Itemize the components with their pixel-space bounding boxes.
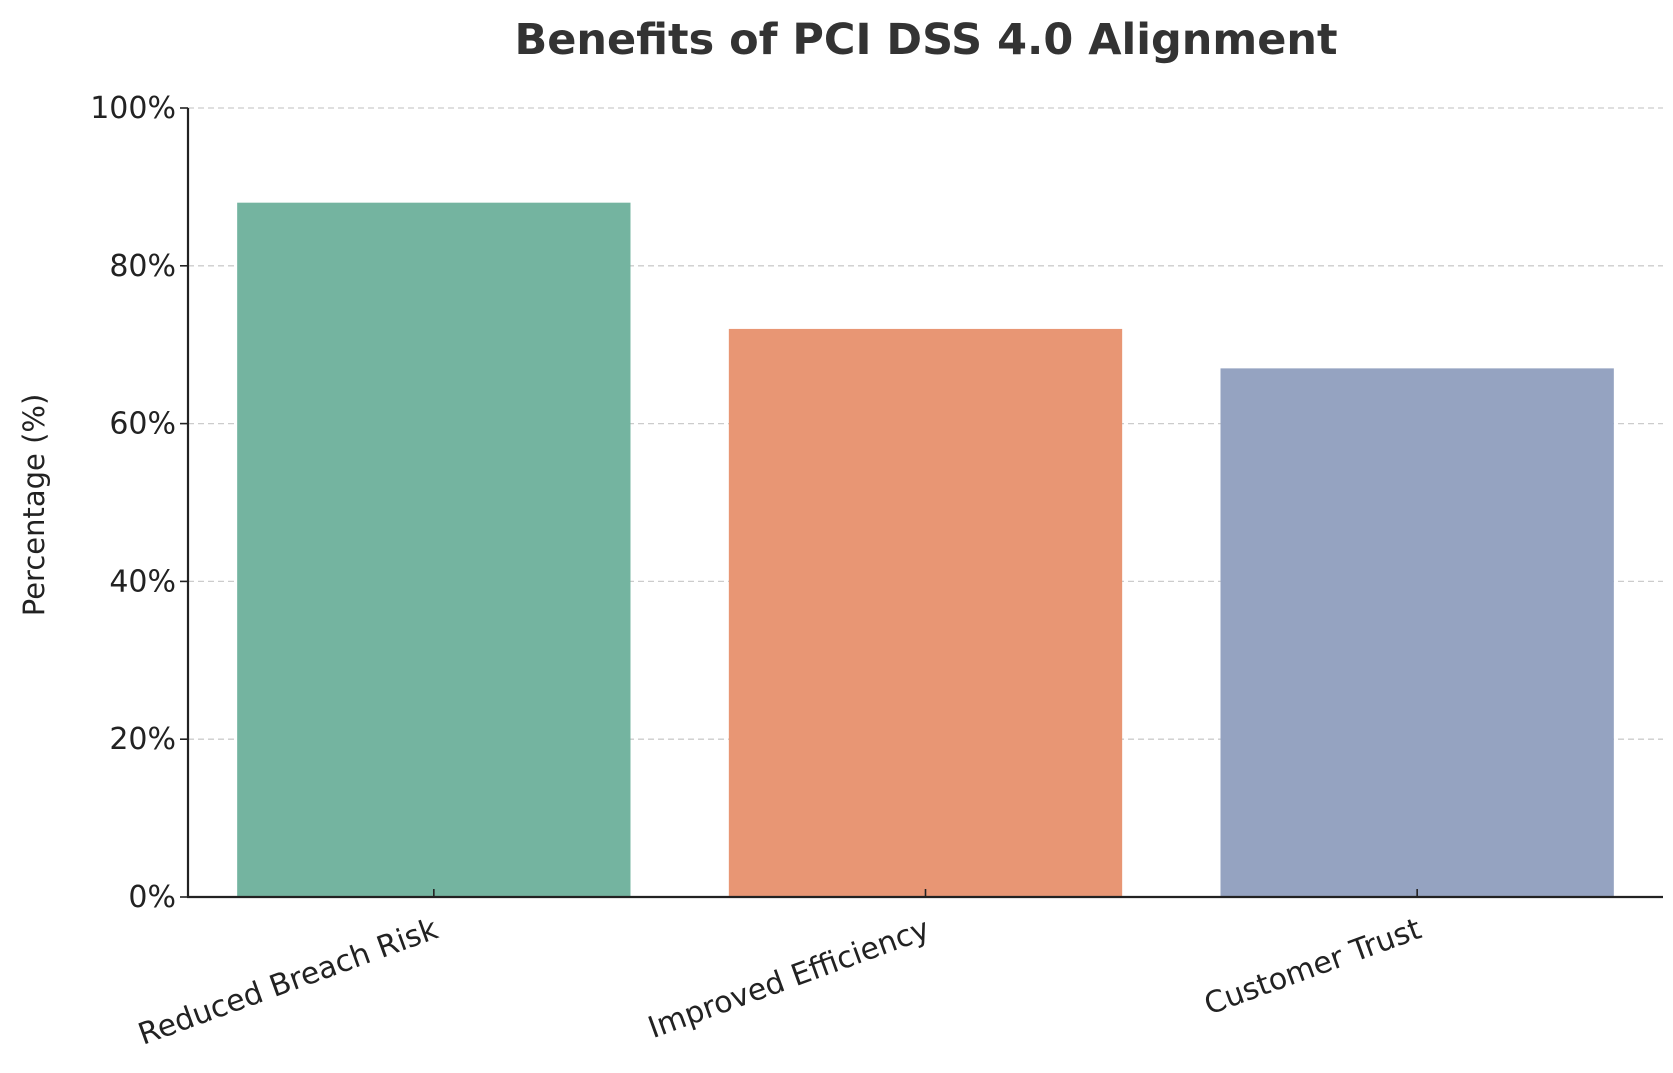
y-tick-label: 0% [128,880,176,915]
bar [728,328,1123,897]
y-tick-label: 40% [109,564,176,599]
x-tick-label: Improved Efficiency [644,912,935,1046]
y-tick-label: 20% [109,722,176,757]
x-tick-label: Customer Trust [1200,912,1426,1023]
chart-title: Benefits of PCI DSS 4.0 Alignment [514,15,1337,65]
bars [237,202,1614,897]
y-tick-label: 100% [90,91,176,126]
x-tick-label: Reduced Breach Risk [134,911,443,1052]
y-axis-label: Percentage (%) [17,394,51,617]
bar [237,202,631,897]
y-tick-label: 60% [109,407,176,442]
y-axis-ticks: 0% 20% 40% 60% 80% 100% [90,91,188,915]
y-tick-label: 80% [109,249,176,284]
x-axis-ticks: Reduced Breach Risk Improved Efficiency Cu… [134,889,1426,1053]
bar [1220,368,1614,897]
